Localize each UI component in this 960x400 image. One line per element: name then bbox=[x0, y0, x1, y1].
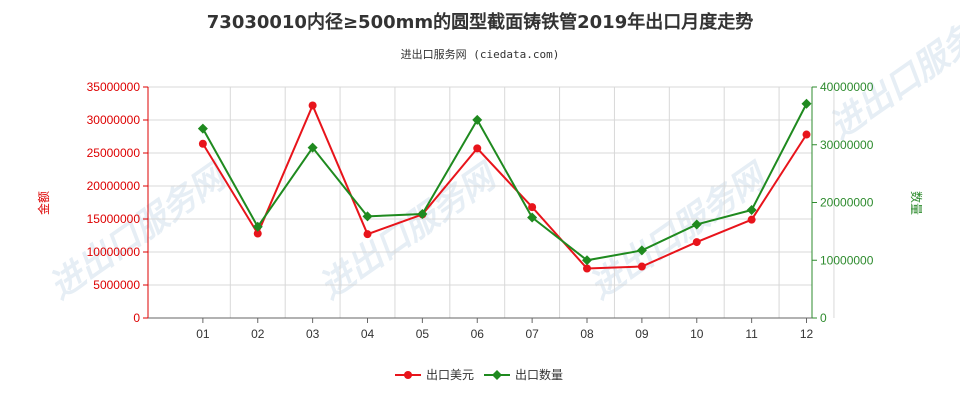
right-tick-label: 30000000 bbox=[820, 138, 874, 152]
left-tick-label: 25000000 bbox=[87, 146, 141, 160]
quantity-point bbox=[252, 221, 263, 232]
legend-label-amount: 出口美元 bbox=[426, 368, 474, 382]
amount-point bbox=[528, 203, 537, 212]
left-tick-label: 20000000 bbox=[87, 179, 141, 193]
legend-label-quantity: 出口数量 bbox=[515, 367, 563, 382]
x-tick-label: 12 bbox=[800, 327, 814, 341]
x-tick-label: 11 bbox=[745, 327, 758, 341]
quantity-point bbox=[746, 205, 757, 216]
quantity-point bbox=[636, 245, 647, 256]
watermark-text: 进出口服务网 bbox=[582, 155, 776, 308]
series-line-quantity bbox=[202, 103, 808, 262]
amount-point bbox=[802, 130, 811, 139]
amount-point bbox=[198, 139, 207, 148]
amount-point bbox=[583, 264, 592, 273]
quantity-point bbox=[801, 98, 812, 109]
left-tick-label: 10000000 bbox=[87, 245, 141, 259]
quantity-point bbox=[527, 212, 538, 223]
legend: 出口美元 出口数量 bbox=[395, 367, 563, 382]
quantity-point bbox=[417, 209, 428, 220]
x-tick-label: 06 bbox=[471, 327, 485, 341]
quantity-point bbox=[472, 114, 483, 125]
left-tick-label: 5000000 bbox=[93, 278, 140, 292]
left-tick-label: 0 bbox=[133, 311, 140, 325]
legend-marker bbox=[404, 371, 412, 379]
amount-point bbox=[473, 144, 482, 153]
quantity-point bbox=[307, 142, 318, 153]
series-line-amount bbox=[202, 102, 808, 270]
left-tick-label: 15000000 bbox=[87, 212, 141, 226]
right-axis-title: 数量 bbox=[909, 191, 924, 215]
x-tick-label: 09 bbox=[635, 327, 649, 341]
left-tick-label: 30000000 bbox=[87, 113, 141, 127]
watermark-text: 进出口服务网 bbox=[312, 155, 506, 308]
right-tick-label: 0 bbox=[820, 311, 827, 325]
x-tick-label: 03 bbox=[306, 327, 320, 341]
x-tick-label: 05 bbox=[416, 327, 430, 341]
amount-point bbox=[637, 262, 646, 271]
amount-point bbox=[253, 229, 262, 238]
quantity-point bbox=[197, 123, 208, 134]
right-tick-label: 20000000 bbox=[820, 196, 874, 210]
right-tick-label: 40000000 bbox=[820, 80, 874, 94]
x-tick-label: 07 bbox=[525, 327, 539, 341]
x-tick-label: 08 bbox=[580, 327, 594, 341]
x-tick-label: 04 bbox=[361, 327, 375, 341]
legend-marker bbox=[492, 370, 502, 380]
right-tick-label: 10000000 bbox=[820, 253, 874, 267]
x-tick-label: 01 bbox=[196, 327, 210, 341]
left-axis-title: 金额 bbox=[36, 191, 51, 215]
amount-point bbox=[692, 238, 701, 247]
quantity-point bbox=[362, 211, 373, 222]
chart-subtitle: 进出口服务网 (ciedata.com) bbox=[400, 48, 560, 61]
quantity-point bbox=[582, 255, 593, 266]
chart-title: 73030010内径≥500mm的圆型截面铸铁管2019年出口月度走势 bbox=[206, 12, 754, 33]
amount-point bbox=[363, 230, 372, 239]
watermark-text: 进出口服务网 bbox=[822, 0, 960, 147]
x-tick-label: 10 bbox=[690, 327, 704, 341]
series-layer bbox=[197, 98, 812, 273]
left-tick-label: 35000000 bbox=[87, 80, 141, 94]
axes: 0 5000000 10000000 15000000 20000000 25000000… bbox=[87, 80, 874, 341]
quantity-point bbox=[691, 219, 702, 230]
amount-point bbox=[747, 215, 756, 224]
amount-point bbox=[308, 101, 317, 110]
x-tick-label: 02 bbox=[251, 327, 265, 341]
